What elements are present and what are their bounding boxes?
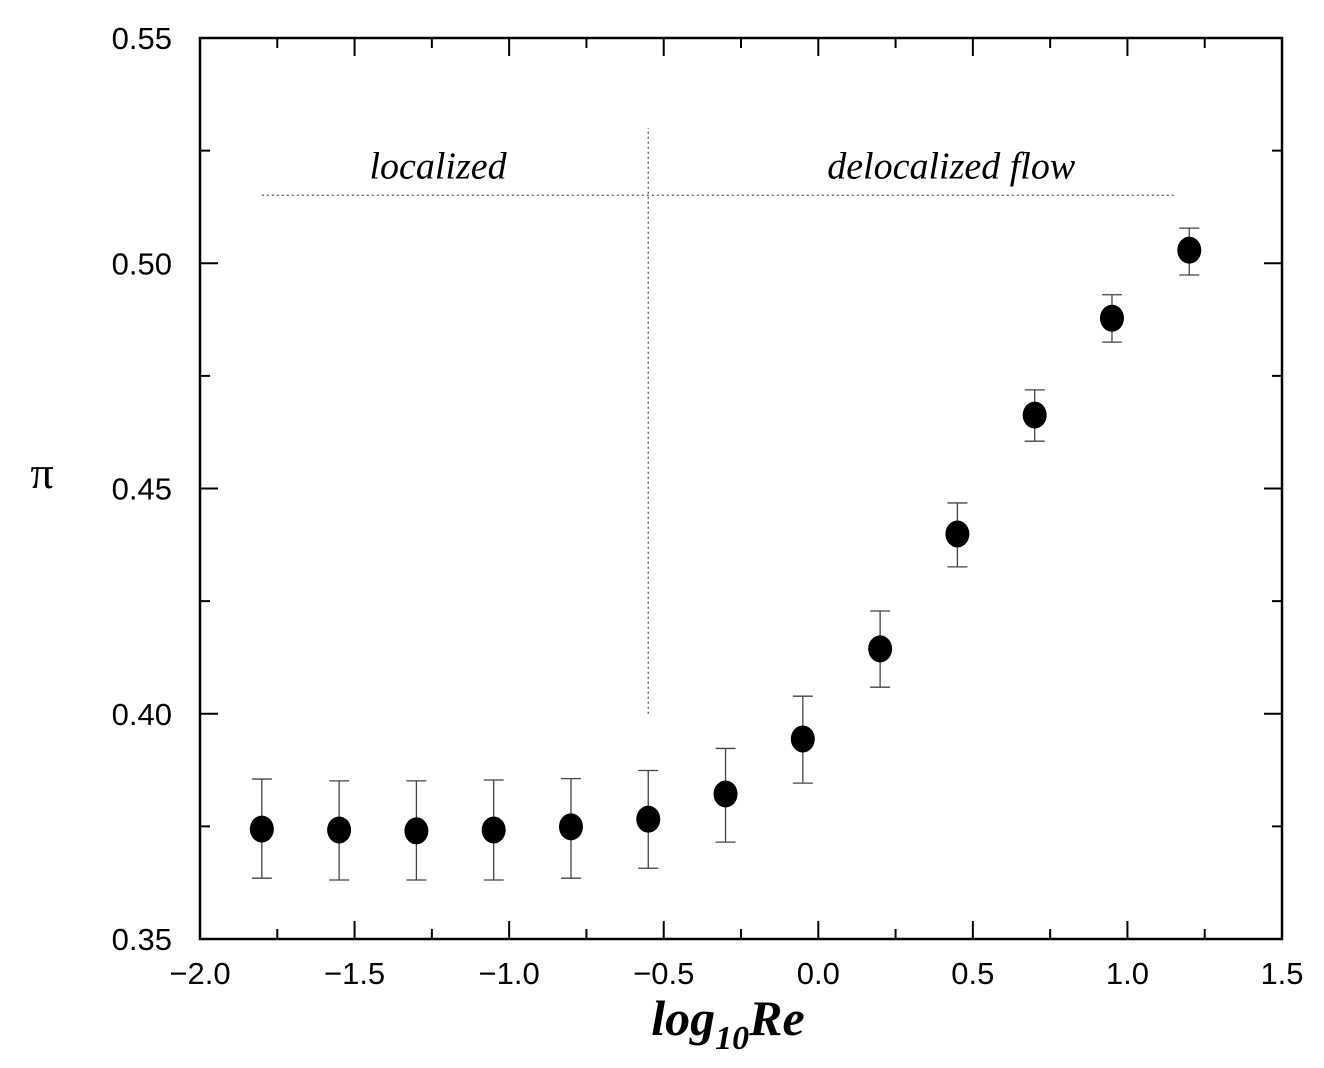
y-tick-label: 0.40 [112,697,172,732]
data-point [481,816,506,844]
data-point [249,815,274,843]
y-tick-labels: 0.35 0.40 0.45 0.50 0.55 [112,21,172,957]
plot-frame [198,36,1284,941]
y-tick-label: 0.45 [112,472,172,507]
x-tick-label: −1.0 [479,956,540,991]
data-point [1099,304,1124,332]
x-tick-label: −1.5 [324,956,385,991]
x-tick-label: 1.5 [1260,956,1303,991]
x-tick-label: 0.0 [797,956,840,991]
y-tick-label: 0.35 [112,922,172,957]
x-tick-label: −2.0 [169,956,230,991]
x-tick-label: 0.5 [951,956,994,991]
data-point [945,520,970,548]
x-tick-label: 1.0 [1106,956,1149,991]
data-point [1177,236,1202,264]
data-point [713,780,738,808]
x-tick-labels: −2.0 −1.5 −1.0 −0.5 0.0 0.5 1.0 1.5 [169,956,1303,991]
region-label-delocalized: delocalized flow [827,145,1076,187]
data-point [636,805,661,833]
data-point [1022,401,1047,429]
y-axis-label: π [30,447,53,498]
x-axis-label: log10Re [651,990,804,1057]
data-point [868,635,893,663]
data-point [404,817,429,845]
axis-ticks [199,37,1283,940]
data-point [558,813,583,841]
y-tick-label: 0.50 [112,246,172,281]
y-tick-label: 0.55 [112,21,172,56]
data-point [790,725,815,753]
data-points [249,236,1202,845]
region-label-localized: localized [369,145,507,187]
data-point [327,816,352,844]
annotations [261,128,1174,714]
x-tick-label: −0.5 [633,956,694,991]
